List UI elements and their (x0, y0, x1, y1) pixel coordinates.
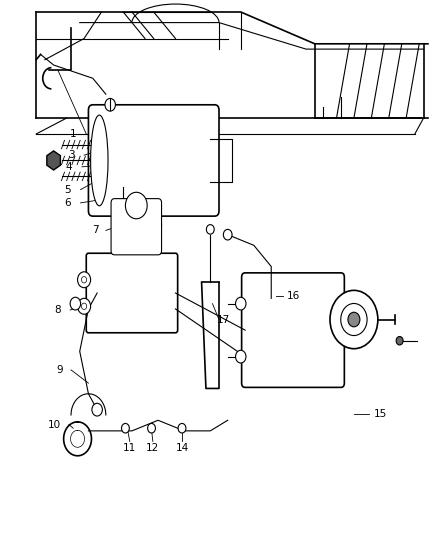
Circle shape (341, 303, 367, 336)
FancyBboxPatch shape (86, 253, 178, 333)
Circle shape (81, 277, 87, 283)
Circle shape (148, 423, 155, 433)
Text: 6: 6 (64, 198, 71, 208)
Text: 9: 9 (57, 365, 64, 375)
Circle shape (78, 272, 91, 288)
Circle shape (236, 350, 246, 363)
Text: 16: 16 (287, 290, 300, 301)
Text: 17: 17 (217, 314, 230, 325)
Circle shape (330, 290, 378, 349)
Text: 14: 14 (175, 443, 189, 453)
Circle shape (155, 221, 162, 229)
Text: 11: 11 (123, 443, 136, 453)
Circle shape (236, 297, 246, 310)
Text: 12: 12 (146, 443, 159, 453)
Circle shape (223, 229, 232, 240)
Ellipse shape (91, 115, 108, 206)
Text: 3: 3 (68, 150, 74, 160)
FancyBboxPatch shape (242, 273, 344, 387)
Circle shape (396, 336, 403, 345)
Circle shape (78, 298, 91, 314)
Circle shape (70, 297, 81, 310)
Text: 1: 1 (70, 129, 77, 139)
Circle shape (120, 199, 127, 207)
Circle shape (81, 303, 87, 310)
Text: 7: 7 (92, 225, 98, 236)
FancyBboxPatch shape (111, 199, 162, 255)
Circle shape (348, 312, 360, 327)
Text: 5: 5 (64, 184, 71, 195)
Circle shape (121, 423, 129, 433)
Circle shape (92, 403, 102, 416)
FancyBboxPatch shape (88, 105, 219, 216)
Text: 15: 15 (374, 409, 387, 419)
Circle shape (178, 423, 186, 433)
Text: 10: 10 (48, 419, 61, 430)
Circle shape (206, 224, 214, 234)
Text: 4: 4 (66, 162, 72, 172)
Circle shape (125, 192, 147, 219)
Circle shape (105, 99, 116, 111)
Text: 8: 8 (54, 305, 60, 315)
